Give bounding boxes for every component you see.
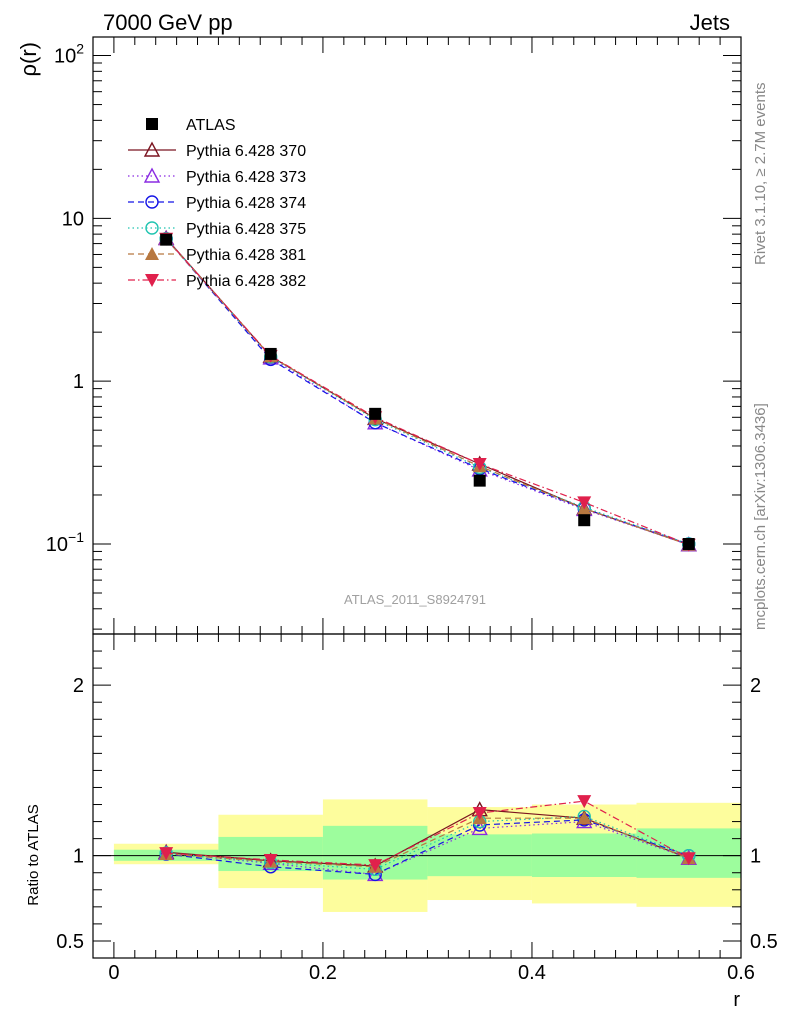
ratio-y-axis-label: Ratio to ATLAS xyxy=(25,804,42,905)
ratio-series-p382 xyxy=(159,795,696,873)
legend-marker-p375 xyxy=(145,221,159,235)
ratio-point-p382-4 xyxy=(577,795,592,809)
ratio-y-tick-label-1: 1 xyxy=(73,846,84,868)
legend-marker-p373 xyxy=(143,167,161,183)
legend-entry-data: ATLAS xyxy=(146,117,236,134)
header-right-title: Jets xyxy=(690,10,730,35)
x-tick-label-2: 0.4 xyxy=(518,962,546,984)
main-y-tick-label-1: 10 xyxy=(62,208,84,230)
ratio-point-p382-3 xyxy=(472,807,487,821)
main-point-data-5 xyxy=(682,537,695,550)
ratio-plot-frame xyxy=(92,633,742,959)
x-tick-label-0: 0 xyxy=(108,962,119,984)
x-tick-label-1: 0.2 xyxy=(309,962,337,984)
legend-entry-p382: Pythia 6.428 382 xyxy=(128,273,306,290)
legend-label-p373: Pythia 6.428 373 xyxy=(186,169,306,186)
main-point-p382-3 xyxy=(472,457,487,471)
ratio-y-tick-label-0: 0.5 xyxy=(56,931,84,953)
ratio-point-p382-1 xyxy=(263,853,278,867)
legend-marker-p370 xyxy=(143,141,161,157)
legend-label-data: ATLAS xyxy=(186,117,236,134)
x-tick-label-3: 0.6 xyxy=(727,962,755,984)
legend-marker-data xyxy=(146,118,158,130)
ratio-point-p381-4 xyxy=(577,811,592,825)
tick-base: 10 xyxy=(54,46,76,68)
ratio-y-tick-label-right-1: 1 xyxy=(750,846,761,868)
legend-label-p374: Pythia 6.428 374 xyxy=(186,195,306,212)
legend-label-p370: Pythia 6.428 370 xyxy=(186,143,306,160)
ratio-point-p382-2 xyxy=(368,859,383,873)
ratio-series-group xyxy=(157,795,697,882)
main-y-axis-label: ρ(r) xyxy=(16,42,41,77)
main-y-tick-label-0: 102 xyxy=(54,41,84,68)
legend-marker-p381 xyxy=(145,247,159,260)
legend-entry-p374: Pythia 6.428 374 xyxy=(128,195,306,212)
legend-label-p375: Pythia 6.428 375 xyxy=(186,221,306,238)
ratio-y-tick-label-right-2: 2 xyxy=(750,675,761,697)
tick-base: 10 xyxy=(46,534,68,556)
legend-entry-p373: Pythia 6.428 373 xyxy=(128,167,306,186)
main-point-data-3 xyxy=(473,474,486,487)
tick-exponent: −1 xyxy=(68,529,84,545)
main-point-data-0 xyxy=(160,233,173,246)
main-series-data xyxy=(160,233,695,550)
main-y-tick-label-3: 10−1 xyxy=(46,529,84,556)
legend-entry-p375: Pythia 6.428 375 xyxy=(128,221,306,238)
ratio-y-tick-label-2: 2 xyxy=(73,675,84,697)
main-series-group xyxy=(157,229,697,552)
ratio-line-p382 xyxy=(166,800,690,866)
ratio-point-p373-3 xyxy=(471,819,488,836)
legend-entry-p381: Pythia 6.428 381 xyxy=(128,247,306,264)
legend-marker-p374 xyxy=(145,195,159,209)
main-point-p382-4 xyxy=(577,496,592,510)
main-line-p373 xyxy=(165,238,689,546)
main-y-tick-label-2: 1 xyxy=(73,371,84,393)
main-line-p374 xyxy=(165,238,689,545)
legend-entry-p370: Pythia 6.428 370 xyxy=(128,141,306,160)
header-left-title: 7000 GeV pp xyxy=(103,10,233,35)
legend-label-p382: Pythia 6.428 382 xyxy=(186,273,306,290)
ratio-y-tick-label-right-0: 0.5 xyxy=(750,931,778,953)
tick-exponent: 2 xyxy=(76,41,84,57)
main-point-data-4 xyxy=(578,514,591,527)
main-line-p382 xyxy=(165,238,689,546)
legend-label-p381: Pythia 6.428 381 xyxy=(186,247,306,264)
ratio-point-p382-5 xyxy=(681,852,696,866)
legend-marker-p382 xyxy=(145,274,159,287)
x-axis-label: r xyxy=(733,989,740,1011)
main-point-data-1 xyxy=(264,347,277,360)
ratio-bands xyxy=(93,799,741,912)
mcplots-label: mcplots.cern.ch [arXiv:1306.3436] xyxy=(752,403,769,630)
rivet-version-label: Rivet 3.1.10, ≥ 2.7M events xyxy=(752,83,769,266)
ratio-point-p382-0 xyxy=(159,847,174,861)
main-point-data-2 xyxy=(369,407,382,420)
legend: ATLAS Pythia 6.428 370 Pythia 6.428 373 Pyt… xyxy=(128,117,306,290)
analysis-label: ATLAS_2011_S8924791 xyxy=(344,592,486,607)
